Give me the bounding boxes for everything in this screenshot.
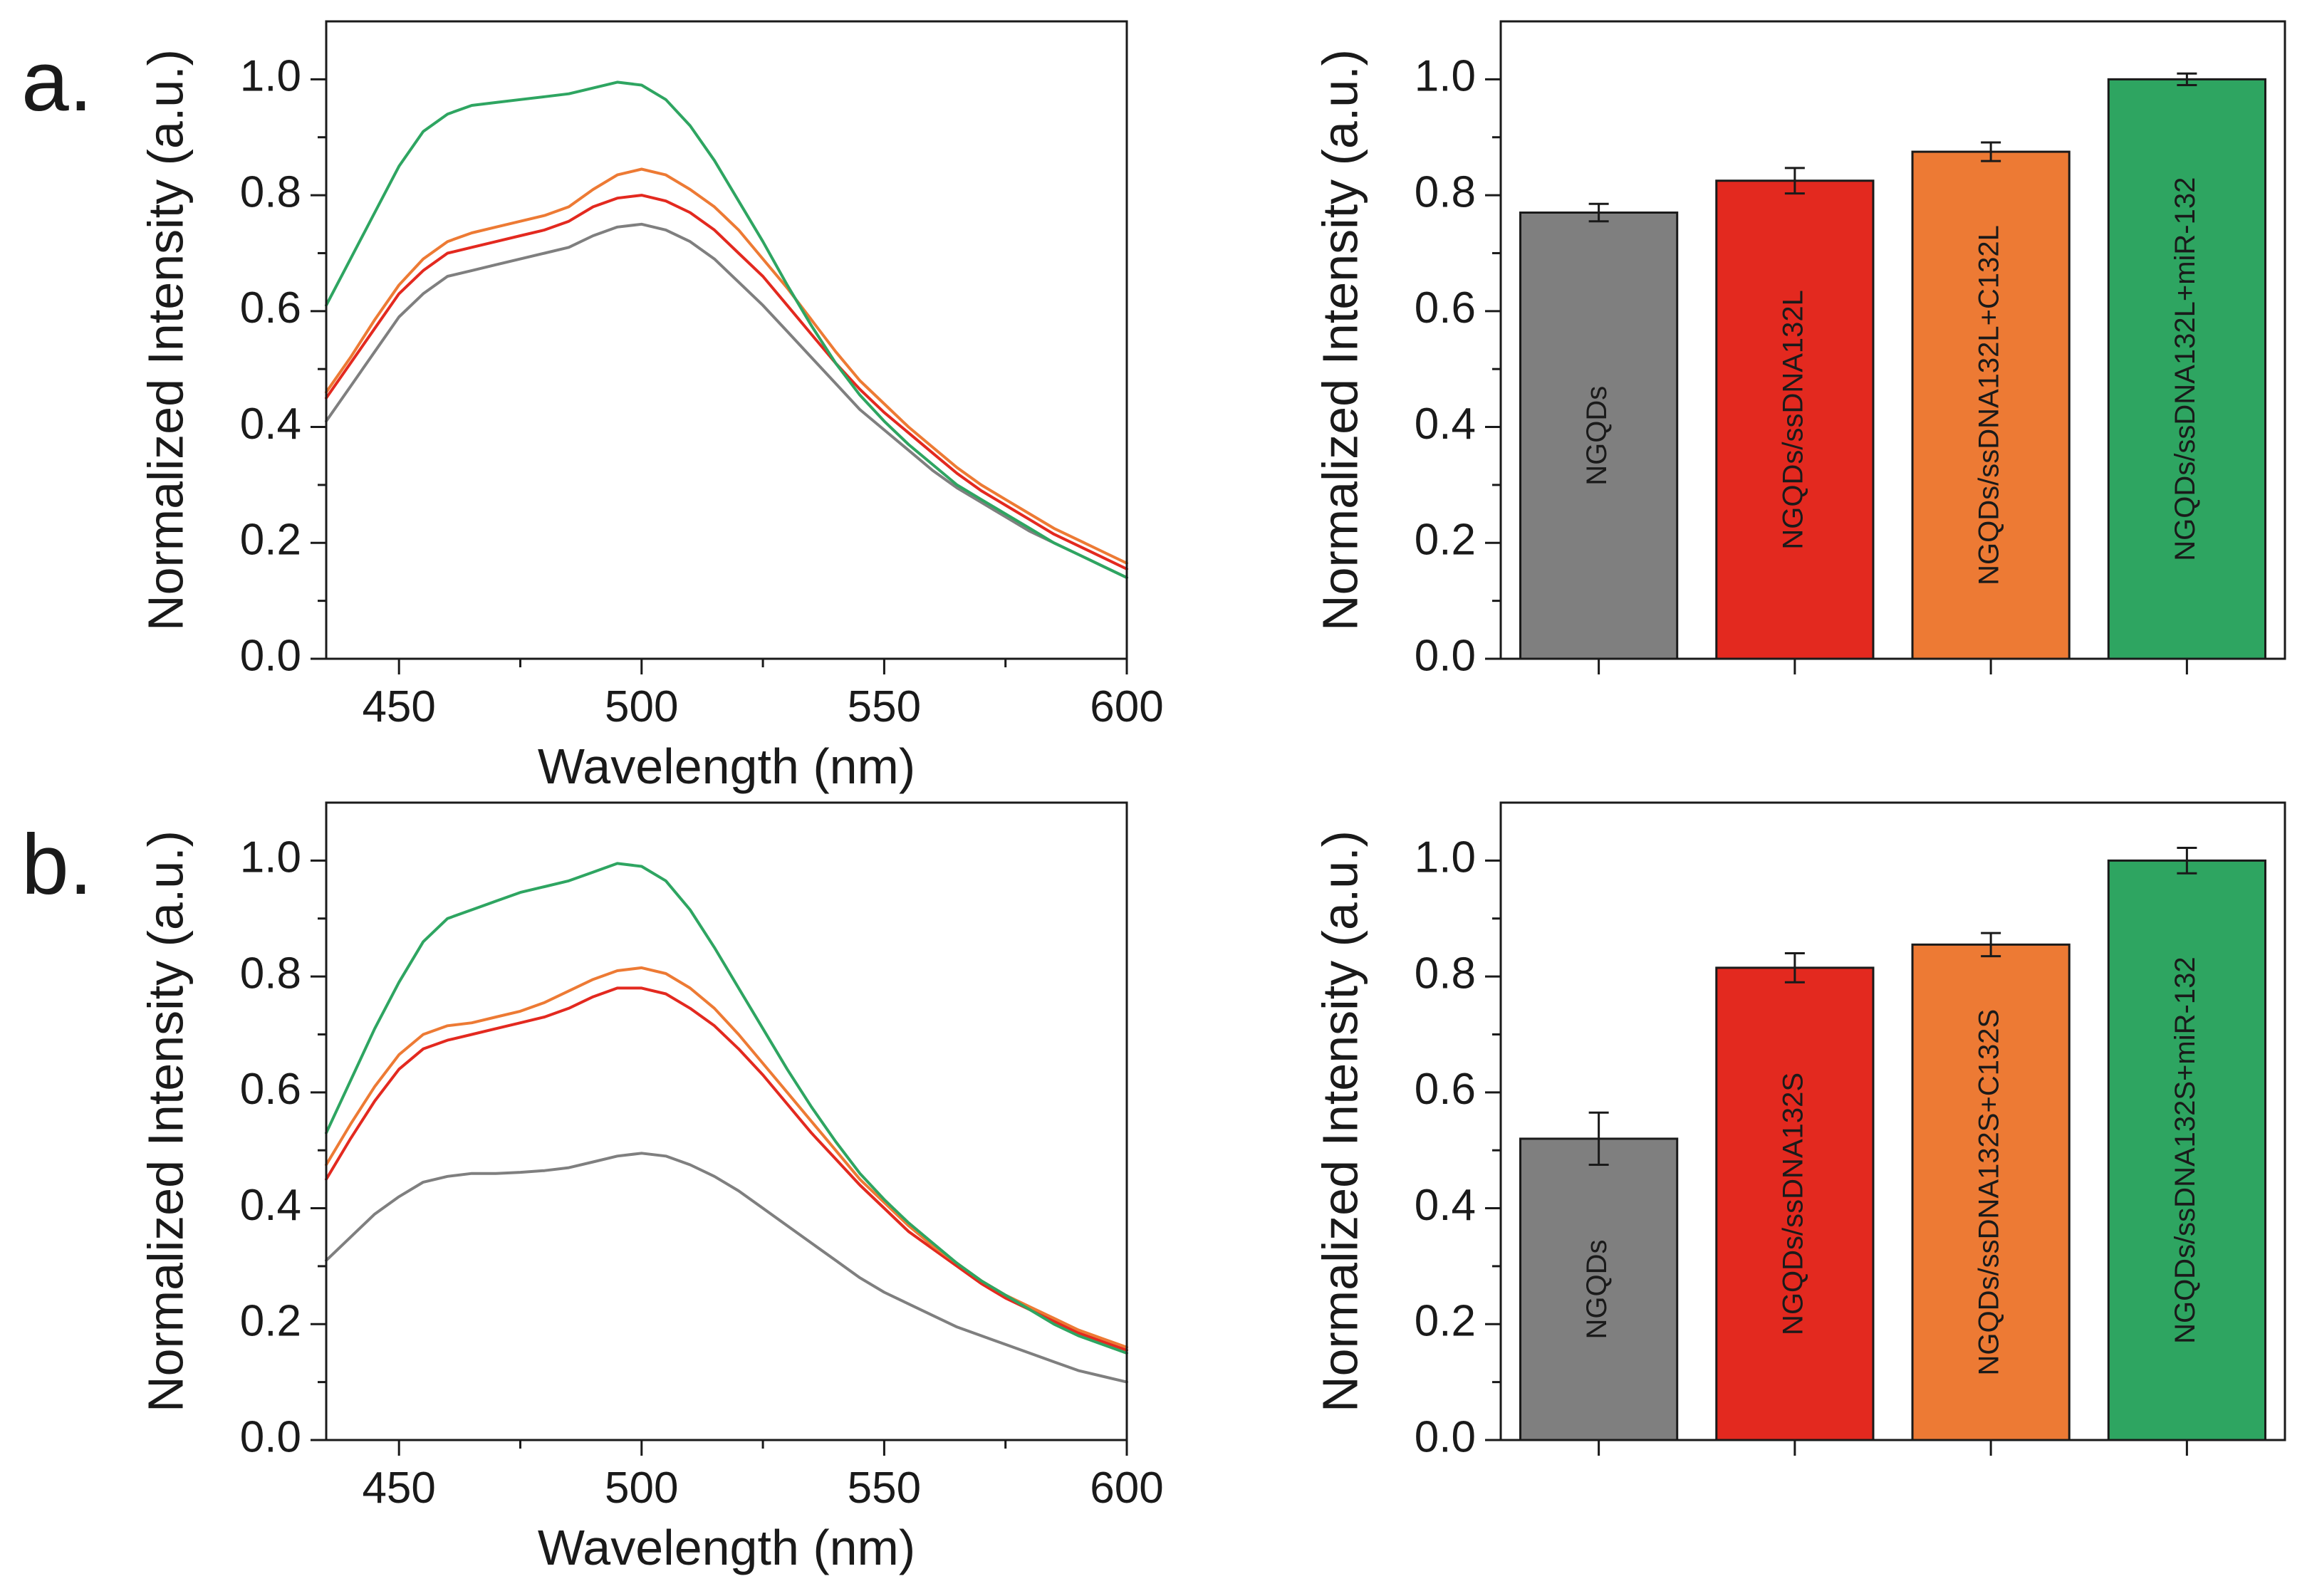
series-line-3 <box>325 966 1128 1349</box>
x-tick-label: 600 <box>1090 682 1163 731</box>
bar-1 <box>1519 1137 1679 1441</box>
series-line-4 <box>325 80 1128 580</box>
bar-label: NGQDs <box>1581 386 1613 486</box>
y-tick-label: 1.0 <box>240 52 301 101</box>
bar-label: NGQDs/ssDNA132S+miR-132 <box>2170 956 2201 1344</box>
x-axis-title: Wavelength (nm) <box>538 739 915 794</box>
x-tick-label: 550 <box>848 682 921 731</box>
series-line-2 <box>325 194 1128 570</box>
error-bar-4 <box>2177 846 2197 875</box>
charts-container: 0.0 0.2 0.4 0.6 0.8 1.0 Normalized Intensity (… <box>137 20 2286 1575</box>
y-tick-label: 0.2 <box>1415 516 1476 565</box>
plot-frame <box>325 20 1128 660</box>
y-axis-title: Normalized Intensity (a.u.) <box>1312 49 1368 631</box>
error-bar-1 <box>1588 202 1609 223</box>
error-bar-2 <box>1784 952 1805 984</box>
plot-frame <box>1499 20 2286 660</box>
b-spectra-chart: 0.0 0.2 0.4 0.6 0.8 1.0 Normalized Intensity (… <box>137 801 1164 1575</box>
y-tick-label: 0.0 <box>240 631 301 680</box>
bar-label: NGQDs/ssDNA132L <box>1777 290 1808 550</box>
bar-label: NGQDs/ssDNA132S+C132S <box>1974 1009 2005 1376</box>
plot-frame <box>325 801 1128 1441</box>
b-bars-chart: NGQDs NGQDs/ssDNA132S NGQDs/ssDNA132S+C132… <box>1312 801 2286 1461</box>
bar-4 <box>2107 859 2266 1441</box>
y-tick-label: 0.2 <box>240 1297 301 1346</box>
y-tick-label: 0.6 <box>1415 283 1476 333</box>
y-tick-label: 0.4 <box>1415 400 1476 449</box>
y-tick-label: 0.4 <box>240 1181 301 1230</box>
series-line-2 <box>325 986 1128 1352</box>
plot-frame <box>1499 801 2286 1441</box>
bar-label: NGQDs/ssDNA132S <box>1777 1073 1808 1335</box>
error-bar-3 <box>1981 932 2001 958</box>
y-tick-label: 0.4 <box>240 400 301 449</box>
x-tick-label: 500 <box>605 682 678 731</box>
y-tick-label: 0.4 <box>1415 1181 1476 1230</box>
panel-label-a: a. <box>21 33 93 129</box>
error-bar-2 <box>1784 167 1805 195</box>
y-tick-label: 0.8 <box>1415 949 1476 998</box>
y-axis-title: Normalized Intensity (a.u.) <box>1312 830 1368 1412</box>
y-tick-label: 0.2 <box>240 516 301 565</box>
y-tick-label: 0.0 <box>1415 1412 1476 1461</box>
y-axis-title: Normalized Intensity (a.u.) <box>137 830 193 1412</box>
bar-3 <box>1911 943 2071 1441</box>
series-line-1 <box>325 1152 1128 1384</box>
series-line-4 <box>325 862 1128 1355</box>
a-spectra-chart: 0.0 0.2 0.4 0.6 0.8 1.0 Normalized Intensity (… <box>137 20 1164 794</box>
y-tick-label: 0.0 <box>240 1412 301 1461</box>
panel-label-b: b. <box>21 817 93 912</box>
y-tick-label: 1.0 <box>240 833 301 882</box>
x-tick-label: 500 <box>605 1464 678 1513</box>
y-tick-label: 0.8 <box>240 949 301 998</box>
y-tick-label: 0.8 <box>240 167 301 217</box>
error-bar-3 <box>1981 141 2001 162</box>
x-axis-title: Wavelength (nm) <box>538 1520 915 1575</box>
a-bars-chart: NGQDs NGQDs/ssDNA132L NGQDs/ssDNA132L+C132… <box>1312 20 2286 680</box>
y-tick-label: 0.6 <box>240 283 301 333</box>
y-tick-label: 0.2 <box>1415 1297 1476 1346</box>
error-bar-1 <box>1588 1111 1609 1167</box>
y-tick-label: 1.0 <box>1415 52 1476 101</box>
series-line-3 <box>325 167 1128 565</box>
y-tick-label: 1.0 <box>1415 833 1476 882</box>
error-bar-4 <box>2177 72 2197 86</box>
y-tick-label: 0.0 <box>1415 631 1476 680</box>
series-line-1 <box>325 222 1128 580</box>
y-tick-label: 0.6 <box>1415 1065 1476 1114</box>
bar-label: NGQDs <box>1581 1239 1613 1339</box>
bar-label: NGQDs/ssDNA132L+miR-132 <box>2170 177 2201 561</box>
bar-label: NGQDs/ssDNA132L+C132L <box>1974 225 2005 585</box>
x-tick-label: 550 <box>848 1464 921 1513</box>
y-tick-label: 0.6 <box>240 1065 301 1114</box>
bar-2 <box>1715 966 1875 1441</box>
x-tick-label: 450 <box>362 1464 435 1513</box>
x-tick-label: 450 <box>362 682 435 731</box>
x-tick-label: 600 <box>1090 1464 1163 1513</box>
y-axis-title: Normalized Intensity (a.u.) <box>137 49 193 631</box>
y-tick-label: 0.8 <box>1415 167 1476 217</box>
